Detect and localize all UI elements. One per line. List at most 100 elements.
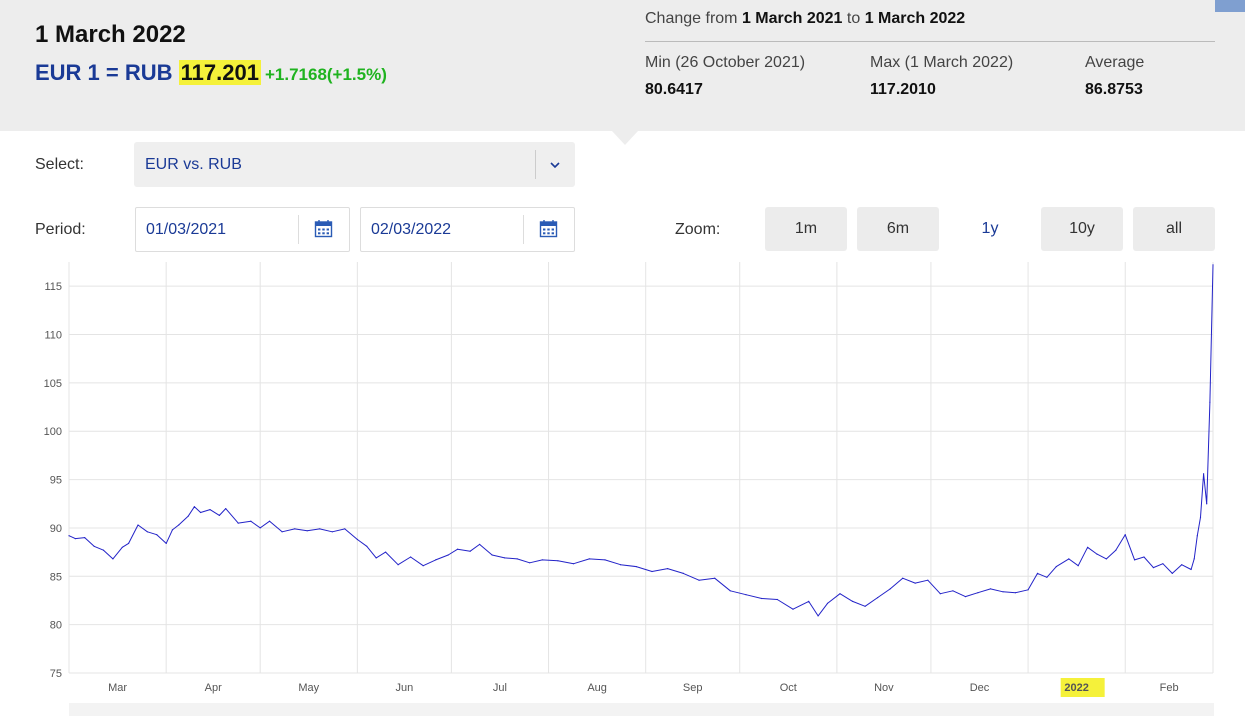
calendar-icon[interactable] [314, 219, 333, 238]
data-point [269, 520, 271, 522]
zoom-1y-button[interactable]: 1y [981, 220, 999, 237]
data-point [84, 537, 86, 539]
data-point [1115, 549, 1117, 551]
x-tick-label: Feb [1160, 682, 1179, 694]
data-point [682, 572, 684, 574]
data-point [852, 600, 854, 602]
data-point [410, 556, 412, 558]
data-point [667, 568, 669, 570]
data-point [146, 531, 148, 533]
data-point [792, 608, 794, 610]
chevron-down-icon[interactable] [542, 152, 568, 178]
data-point [319, 528, 321, 530]
data-point [902, 577, 904, 579]
x-tick-label: Apr [205, 682, 222, 694]
data-point [457, 548, 459, 550]
x-tick-label: Dec [970, 682, 990, 694]
tick-highlight [1060, 678, 1105, 697]
data-point [817, 615, 819, 617]
data-point [1068, 558, 1070, 560]
chart-navigator[interactable] [69, 703, 1214, 716]
data-point [635, 566, 637, 568]
data-point [422, 565, 424, 567]
y-tick-label: 80 [50, 620, 62, 632]
zoom-1m-button[interactable]: 1m [765, 207, 847, 251]
data-point [397, 564, 399, 566]
current-rate: EUR 1 = RUB 117.201 +1.7168(+1.5%) [35, 60, 387, 86]
data-point [1124, 534, 1126, 536]
data-point [1162, 563, 1164, 565]
x-tick-label: Oct [780, 682, 797, 694]
average-value: 86.8753 [1085, 81, 1143, 98]
period-start-input[interactable]: 01/03/2021 [135, 207, 350, 252]
data-point [864, 605, 866, 607]
data-point [620, 564, 622, 566]
rate-chart[interactable]: 75 80 85 90 95 100 105 110 115 Mar Apr May Jun Jul Aug… [0, 258, 1245, 716]
data-point [927, 579, 929, 581]
data-point [952, 590, 954, 592]
data-point [366, 545, 368, 547]
data-point [573, 563, 575, 565]
data-point [889, 588, 891, 590]
data-point [259, 527, 261, 529]
data-point [1203, 473, 1205, 475]
zoom-10y-button[interactable]: 10y [1041, 207, 1123, 251]
data-point [200, 511, 202, 514]
zoom-6m-button[interactable]: 6m [857, 207, 939, 251]
data-point [187, 515, 189, 517]
zoom-all-button[interactable]: all [1133, 207, 1215, 251]
data-point [808, 600, 810, 602]
data-point [209, 509, 211, 511]
period-start-value: 01/03/2021 [146, 221, 227, 238]
currency-pair-select[interactable]: EUR vs. RUB [134, 142, 575, 187]
rate-value: 117.201 [178, 60, 261, 85]
data-point [178, 524, 180, 526]
data-point [1027, 589, 1029, 591]
data-point [331, 531, 333, 533]
data-point [469, 550, 471, 552]
data-point [516, 558, 518, 560]
chart-svg[interactable]: 75 80 85 90 95 100 105 110 115 Mar Apr May Jun Jul Aug… [0, 258, 1245, 703]
x-tick-label: Jul [493, 682, 507, 694]
y-tick-label: 95 [50, 475, 62, 487]
data-point [128, 542, 130, 544]
data-point [557, 560, 559, 562]
data-point [306, 530, 308, 532]
data-point [1105, 558, 1107, 560]
data-point [1055, 566, 1057, 568]
rate-change: +1.7168(+1.5%) [264, 65, 387, 84]
data-point [1212, 264, 1214, 266]
data-point [218, 514, 220, 516]
divider [645, 41, 1215, 42]
calendar-icon[interactable] [539, 219, 558, 238]
data-point [826, 602, 829, 604]
period-end-input[interactable]: 02/03/2022 [360, 207, 575, 252]
x-tick-label: Nov [874, 682, 894, 694]
data-point [1209, 401, 1211, 403]
data-point [989, 588, 992, 590]
min-value: 80.6417 [645, 81, 703, 98]
data-point [435, 559, 437, 561]
data-point [225, 508, 227, 510]
select-label: Select: [35, 156, 84, 173]
data-point [1199, 516, 1202, 518]
x-tick-label: Mar [108, 682, 127, 694]
select-divider [535, 150, 536, 179]
data-point [761, 597, 763, 600]
data-point [1134, 559, 1136, 561]
period-end-value: 02/03/2022 [371, 221, 452, 238]
data-point [714, 577, 716, 579]
data-point [877, 597, 879, 599]
min-label: Min (26 October 2021) [645, 54, 806, 71]
data-point [914, 582, 916, 584]
page-title: 1 March 2022 [35, 21, 186, 48]
data-point [250, 520, 252, 522]
data-point [1190, 568, 1192, 571]
data-point [1077, 565, 1079, 567]
data-point [102, 549, 105, 551]
change-from-end: 1 March 2022 [864, 10, 966, 27]
data-point [1014, 592, 1017, 594]
min-stat: Min (26 October 2021) 80.6417 [645, 54, 805, 99]
data-point [137, 524, 139, 526]
data-point [529, 562, 531, 564]
